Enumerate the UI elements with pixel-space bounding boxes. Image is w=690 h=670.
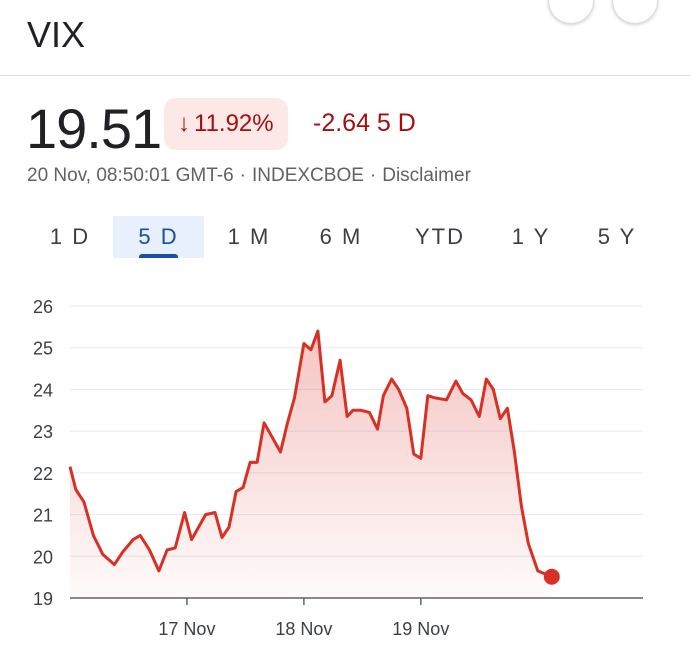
- price-chart[interactable]: 19 20 21 22 23 24 25 26 17 Nov 18 Nov 19 Nov: [0, 280, 690, 670]
- top-action-button-1[interactable]: [548, 0, 594, 24]
- y-tick-label: 26: [33, 297, 53, 317]
- range-tabs: 1 D 5 D 1 M 6 M YTD 1 Y 5 Y: [0, 216, 690, 260]
- exchange-label: INDEXCBOE: [251, 165, 364, 186]
- change-percent-badge: ↓ 11.92%: [164, 98, 288, 150]
- quote-meta: 20 Nov, 08:50:01 GMT-6 · INDEXCBOE · Disclai…: [27, 165, 471, 187]
- series-line: [68, 329, 553, 579]
- x-tick-label: 18 Nov: [275, 619, 332, 639]
- tab-ytd[interactable]: YTD: [415, 224, 465, 249]
- tab-5d[interactable]: 5 D: [113, 216, 204, 258]
- tab-1m[interactable]: 1 M: [227, 224, 271, 249]
- x-tick-label: 17 Nov: [158, 619, 215, 639]
- separator: ·: [239, 165, 246, 186]
- disclaimer-link[interactable]: Disclaimer: [382, 165, 471, 186]
- x-tick-label: 19 Nov: [392, 619, 449, 639]
- y-tick-label: 19: [33, 589, 53, 609]
- separator: ·: [369, 165, 377, 186]
- tab-5y[interactable]: 5 Y: [597, 224, 637, 249]
- page-title: VIX: [27, 14, 86, 55]
- y-tick-label: 21: [33, 506, 53, 526]
- y-tick-label: 24: [33, 380, 53, 400]
- y-tick-label: 25: [33, 339, 53, 359]
- change-absolute: -2.64 5 D: [313, 109, 416, 137]
- y-tick-label: 22: [33, 464, 53, 484]
- tab-6m[interactable]: 6 M: [319, 224, 363, 249]
- y-tick-label: 23: [33, 422, 53, 442]
- y-tick-label: 20: [33, 547, 53, 567]
- change-percent: 11.92%: [194, 110, 274, 137]
- current-price: 19.51: [26, 97, 162, 160]
- timestamp: 20 Nov, 08:50:01 GMT-6: [27, 165, 234, 186]
- tab-1y[interactable]: 1 Y: [511, 224, 551, 249]
- top-action-button-2[interactable]: [612, 0, 658, 24]
- divider: [0, 75, 690, 76]
- latest-point-marker[interactable]: [543, 568, 560, 585]
- arrow-down-icon: ↓: [178, 110, 190, 137]
- series-area: [70, 331, 552, 598]
- tab-1d[interactable]: 1 D: [49, 224, 91, 249]
